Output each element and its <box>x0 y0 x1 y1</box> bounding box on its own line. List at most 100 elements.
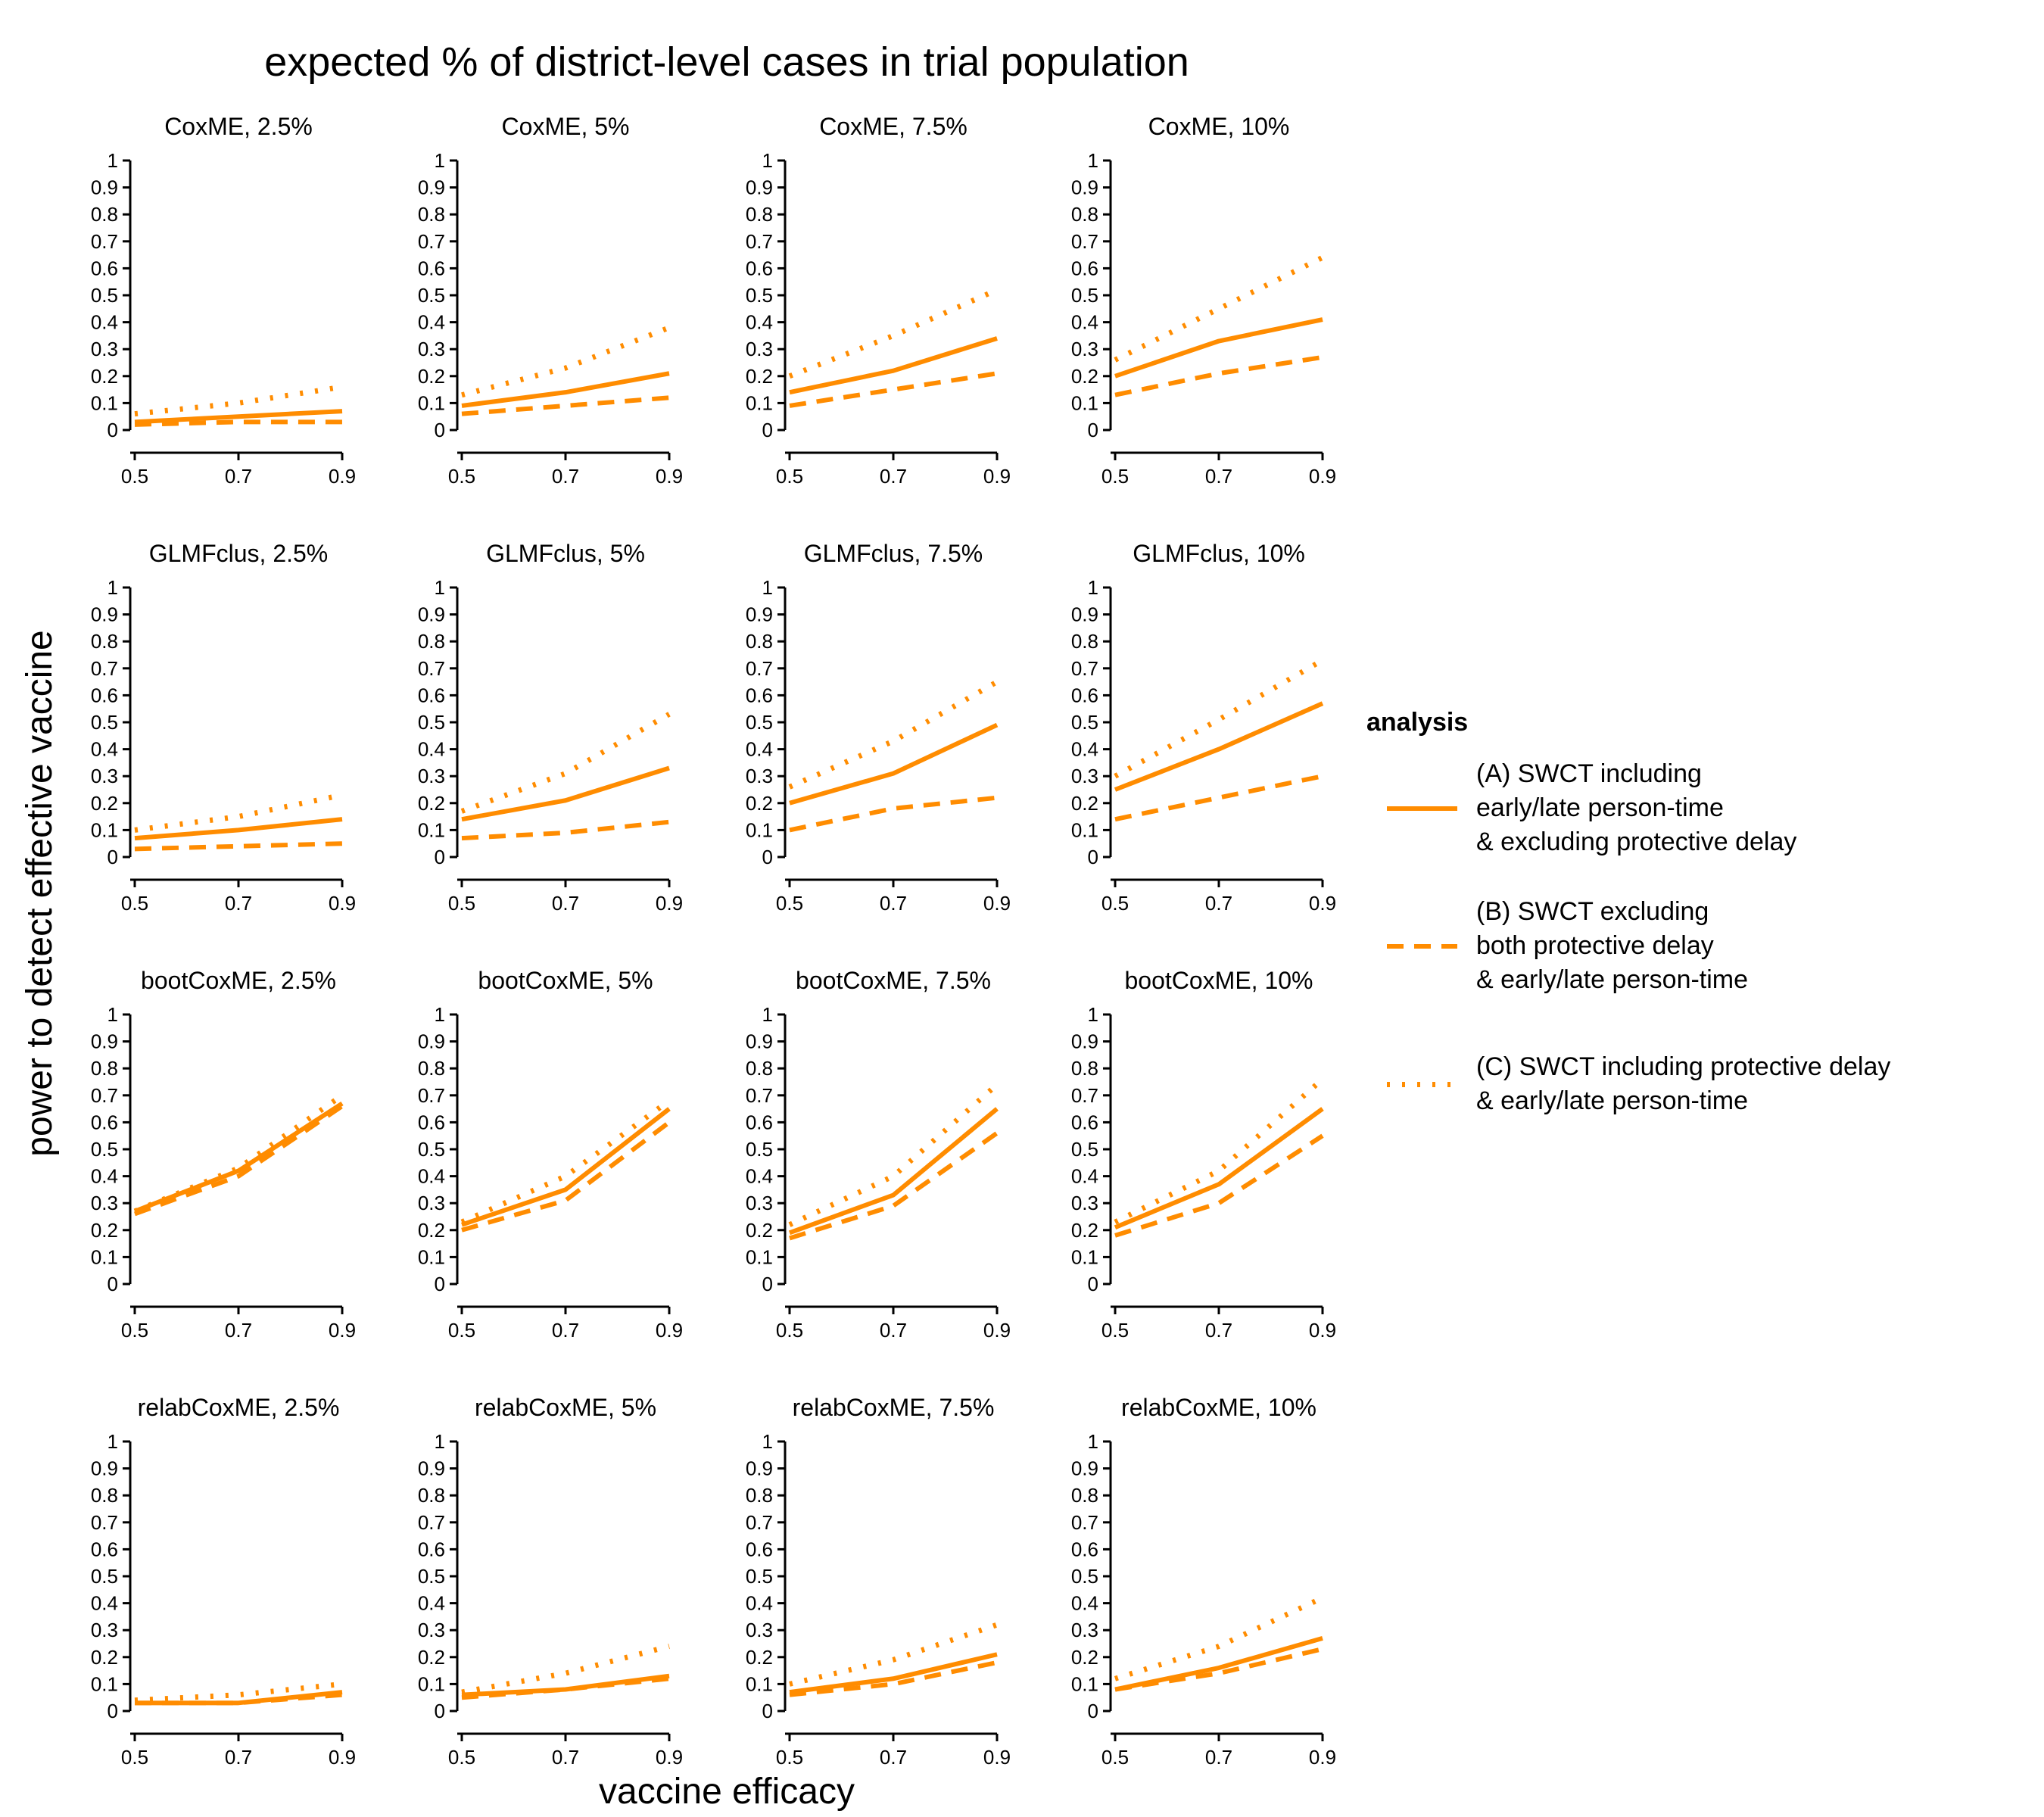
x-axis-title: vaccine efficacy <box>599 1772 855 1812</box>
series-dotted-line <box>461 325 671 398</box>
y-tick-label: 0.6 <box>91 1111 118 1133</box>
y-tick-label: 0.8 <box>91 630 118 653</box>
y-tick-label: 0.8 <box>1071 630 1098 653</box>
panel-title: relabCoxME, 7.5% <box>793 1394 995 1421</box>
panel-title: relabCoxME, 5% <box>475 1394 656 1421</box>
x-tick-label: 0.5 <box>776 465 803 488</box>
series-dashed-line <box>461 395 670 416</box>
x-tick-label: 0.5 <box>121 892 148 915</box>
x-tick-label: 0.7 <box>880 1319 907 1342</box>
y-tick-label: 0.5 <box>1071 711 1098 734</box>
y-tick-label: 0.1 <box>1071 818 1098 841</box>
panel-title: GLMFclus, 5% <box>486 540 645 567</box>
panel-title: CoxME, 10% <box>1148 113 1290 140</box>
y-tick-label: 0.3 <box>91 1192 118 1214</box>
x-tick-label: 0.5 <box>121 1746 148 1769</box>
y-tick-label: 0.7 <box>91 657 118 680</box>
y-tick-label: 0 <box>762 419 773 441</box>
y-tick-label: 0.2 <box>418 1646 445 1669</box>
y-tick-label: 0.7 <box>91 1511 118 1534</box>
legend-title: analysis <box>1366 708 1468 737</box>
y-tick-label: 0.5 <box>1071 284 1098 307</box>
x-tick-label: 0.9 <box>656 465 683 488</box>
y-tick-label: 0.9 <box>1071 1030 1098 1053</box>
y-tick-label: 0.9 <box>1071 1457 1098 1480</box>
y-tick-label: 0.5 <box>91 1138 118 1161</box>
y-tick-label: 0.8 <box>91 1484 118 1507</box>
series-dashed-line <box>789 371 998 408</box>
series-dotted-line <box>1114 658 1324 779</box>
series-dotted-line <box>461 1644 670 1695</box>
y-tick-label: 0.9 <box>418 1457 445 1480</box>
series-dashed-line <box>1114 354 1323 397</box>
series-solid-line <box>1114 701 1324 792</box>
y-tick-label: 0 <box>762 1273 773 1295</box>
y-tick-label: 0.4 <box>746 738 773 761</box>
x-tick-label: 0.9 <box>329 465 356 488</box>
y-tick-label: 0.9 <box>746 603 773 626</box>
y-tick-label: 0.5 <box>746 1138 773 1161</box>
panel: CoxME, 2.5% 0 0.1 0.2 0.3 0.4 0.5 0.6 0.7 0.8 0.9 1… <box>91 113 356 488</box>
y-tick-label: 0.2 <box>746 365 773 388</box>
series-dashed-line <box>789 795 998 833</box>
x-tick-label: 0.7 <box>225 465 252 488</box>
y-tick-label: 1 <box>435 149 445 172</box>
y-tick-label: 0.6 <box>746 257 773 279</box>
y-tick-label: 1 <box>762 149 773 172</box>
y-tick-label: 0.6 <box>746 684 773 706</box>
y-tick-label: 0.1 <box>91 818 118 841</box>
x-tick-label: 0.9 <box>329 892 356 915</box>
y-tick-label: 0 <box>435 1700 445 1722</box>
series-solid-line <box>134 409 343 425</box>
y-tick-label: 0 <box>107 846 118 868</box>
y-tick-label: 0.4 <box>91 738 118 761</box>
series-solid-line <box>789 1652 998 1695</box>
y-tick-label: 0.5 <box>746 711 773 734</box>
y-tick-label: 0.4 <box>91 1165 118 1188</box>
y-tick-label: 0.3 <box>746 765 773 787</box>
y-tick-label: 1 <box>1088 1430 1098 1453</box>
y-tick-label: 0.1 <box>418 1672 445 1695</box>
y-tick-label: 0.5 <box>746 1565 773 1588</box>
series-dotted-line <box>460 1099 671 1225</box>
panel-title: bootCoxME, 10% <box>1124 967 1313 994</box>
y-tick-label: 1 <box>762 1003 773 1026</box>
series-solid-line <box>461 1673 670 1697</box>
y-tick-label: 0.1 <box>91 391 118 414</box>
panel: GLMFclus, 7.5% 0 0.1 0.2 0.3 0.4 0.5 0.6 0.7 0.8 0… <box>746 540 1011 915</box>
y-tick-label: 0.9 <box>746 1030 773 1053</box>
y-tick-label: 0.1 <box>746 818 773 841</box>
x-tick-label: 0.5 <box>121 1319 148 1342</box>
y-tick-label: 0.6 <box>91 684 118 706</box>
y-tick-label: 0.4 <box>418 311 445 334</box>
y-tick-label: 0.8 <box>746 630 773 653</box>
x-tick-label: 0.5 <box>121 465 148 488</box>
x-tick-label: 0.7 <box>225 1319 252 1342</box>
series-dotted-line <box>460 712 671 814</box>
y-tick-label: 0.7 <box>746 230 773 253</box>
legend: analysis (A) SWCT including early/late pe… <box>1366 708 1890 1115</box>
x-tick-label: 0.7 <box>1205 892 1232 915</box>
x-tick-label: 0.9 <box>983 465 1011 488</box>
y-tick-label: 0.7 <box>418 1084 445 1107</box>
y-tick-label: 0.6 <box>1071 257 1098 279</box>
y-tick-label: 0.2 <box>418 1219 445 1242</box>
y-tick-label: 0 <box>1088 846 1098 868</box>
y-tick-label: 1 <box>107 149 118 172</box>
series-dotted-line <box>1114 1595 1324 1681</box>
series-dashed-line <box>133 1104 344 1217</box>
y-tick-label: 1 <box>107 1430 118 1453</box>
panel-title: GLMFclus, 10% <box>1133 540 1305 567</box>
y-tick-label: 0.2 <box>1071 1219 1098 1242</box>
x-tick-label: 0.9 <box>329 1319 356 1342</box>
x-tick-label: 0.9 <box>1309 892 1336 915</box>
panel-title: CoxME, 2.5% <box>164 113 313 140</box>
y-tick-label: 0.4 <box>1071 1592 1098 1615</box>
x-tick-label: 0.5 <box>776 1746 803 1769</box>
y-tick-label: 0.6 <box>1071 684 1098 706</box>
series-solid-line <box>461 765 670 822</box>
series-dotted-line <box>788 287 999 379</box>
x-tick-label: 0.9 <box>656 1746 683 1769</box>
series-solid-line <box>461 371 670 408</box>
